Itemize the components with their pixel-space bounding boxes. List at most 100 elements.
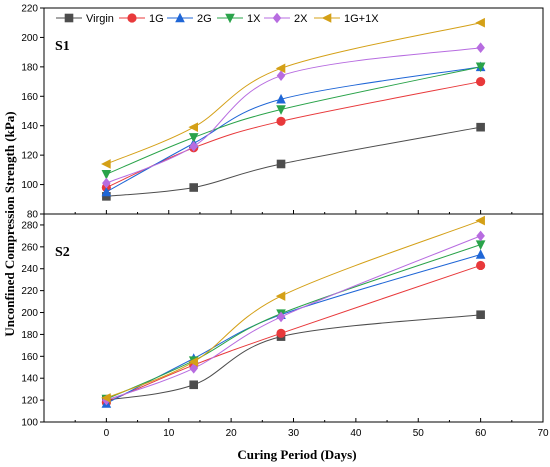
panel-frame: [43, 7, 544, 215]
x-tick-label: 0: [104, 428, 110, 439]
series-line: [106, 235, 481, 401]
data-point: [476, 42, 485, 54]
y-tick-label: 180: [21, 62, 38, 73]
legend-label: 2X: [294, 13, 308, 25]
series-1g: [101, 76, 486, 193]
data-point: [189, 183, 198, 192]
y-tick-label: 240: [21, 264, 38, 275]
data-point: [102, 177, 111, 189]
series-line: [106, 314, 481, 401]
data-point: [276, 311, 286, 323]
legend-marker: [272, 12, 282, 24]
legend-item: 2X: [264, 12, 308, 25]
data-point: [102, 192, 111, 201]
x-tick-label: 20: [226, 428, 238, 439]
x-tick-label: 30: [288, 428, 300, 439]
panel-frame: [43, 213, 544, 423]
data-point: [101, 393, 111, 403]
y-tick-label: 220: [21, 286, 38, 297]
data-point: [276, 116, 286, 126]
data-point: [189, 363, 198, 374]
legend-marker: [225, 13, 235, 24]
x-tick-label: 60: [475, 428, 487, 439]
series-virgin: [102, 122, 485, 201]
legend-marker: [127, 13, 137, 23]
legend-marker: [175, 12, 185, 23]
y-tick-label: 200: [21, 33, 38, 44]
series-1g-plus-1x: [101, 215, 485, 403]
data-point: [188, 133, 199, 143]
panel-label: S1: [55, 39, 70, 54]
data-point: [101, 159, 111, 169]
series-line: [106, 47, 481, 184]
y-axis-title: Unconfined Compression Strength (kPa): [2, 111, 17, 336]
series-line: [106, 66, 481, 193]
legend-marker: [64, 13, 74, 23]
legend-label: 1X: [247, 13, 261, 25]
data-point: [276, 93, 286, 104]
y-tick-label: 140: [21, 374, 38, 385]
x-tick-label: 70: [537, 428, 549, 439]
x-tick-label: 40: [350, 428, 362, 439]
data-point: [276, 328, 286, 338]
y-tick-label: 160: [21, 92, 38, 103]
data-point: [276, 105, 286, 115]
legend-marker: [321, 13, 332, 23]
data-point: [276, 159, 286, 169]
legend-label: 1G: [149, 13, 164, 25]
y-tick-label: 200: [21, 308, 38, 319]
y-tick-label: 260: [21, 242, 38, 253]
data-point: [476, 230, 485, 242]
y-tick-label: 120: [21, 151, 38, 162]
x-tick-label: 10: [163, 428, 175, 439]
y-tick-label: 140: [21, 121, 38, 132]
data-point: [101, 169, 112, 180]
series-line: [106, 126, 481, 197]
y-tick-label: 100: [21, 418, 38, 429]
series-2x: [102, 42, 485, 189]
y-tick-label: 220: [21, 4, 38, 15]
legend-item: 1G: [119, 13, 164, 25]
legend-item: 1G+1X: [314, 13, 379, 25]
series-virgin: [102, 310, 485, 405]
x-tick-label: 50: [413, 428, 425, 439]
series-line: [106, 220, 481, 399]
y-tick-label: 280: [21, 220, 38, 231]
legend-label: Virgin: [86, 13, 114, 25]
series-line: [106, 66, 481, 175]
data-point: [189, 141, 198, 152]
data-point: [476, 76, 486, 87]
panel-s2: 100 120 140 160 180 200 220 240 260 280 S2: [21, 213, 544, 429]
data-point: [475, 249, 486, 259]
data-point: [476, 310, 485, 320]
data-point: [189, 380, 198, 390]
data-point: [101, 186, 112, 197]
data-point: [475, 215, 485, 226]
data-point: [476, 260, 486, 271]
series-2g: [101, 249, 486, 408]
data-point: [476, 122, 485, 132]
y-tick-label: 180: [21, 330, 38, 341]
data-point: [475, 240, 486, 250]
legend-label: 2G: [197, 13, 212, 25]
legend: Virgin 1G 2G 1X 2X 1G+1X: [56, 12, 379, 25]
data-point: [188, 356, 198, 367]
data-point: [275, 291, 286, 301]
data-point: [475, 62, 486, 73]
panel-label: S2: [55, 245, 70, 260]
x-axis-title: Curing Period (Days): [237, 447, 356, 462]
series-line: [106, 244, 481, 400]
plot-panels: 80100120140160180200220S1100120140160180…: [21, 4, 549, 440]
series-line: [106, 264, 481, 403]
legend-item: 1X: [217, 13, 261, 25]
data-point: [475, 17, 485, 28]
series-line: [106, 81, 481, 188]
series-1g-plus-1x: [101, 17, 485, 169]
y-tick-label: 100: [21, 180, 38, 191]
data-point: [276, 70, 286, 81]
data-point: [275, 63, 286, 74]
legend-label: 1G+1X: [344, 13, 379, 25]
x-tick-labels: 0 10 20 30 40 50 60 70: [104, 428, 549, 439]
y-tick-label: 120: [21, 396, 38, 407]
y-tick-label: 80: [27, 210, 39, 221]
